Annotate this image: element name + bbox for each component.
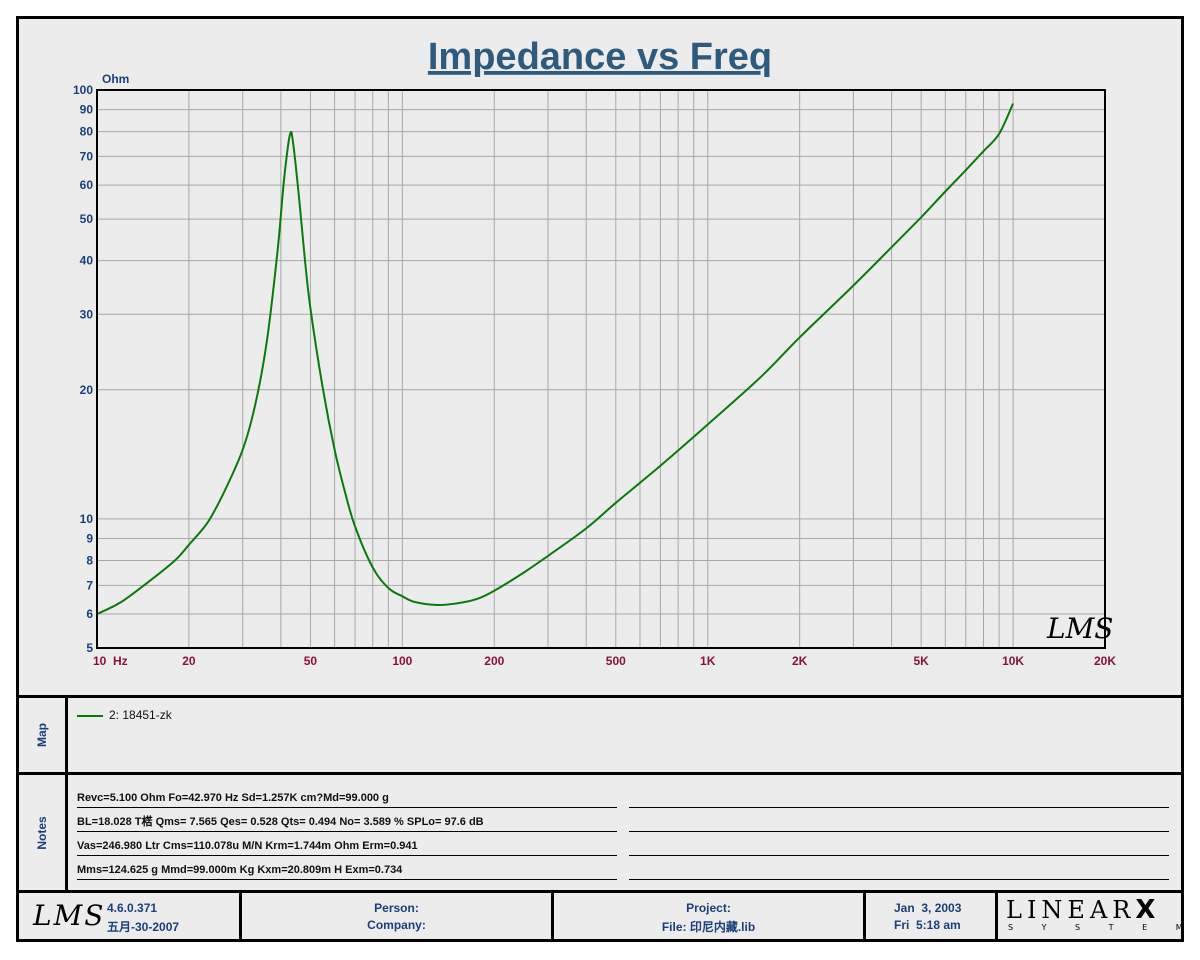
y-tick-label: 8 [86, 553, 93, 567]
map-panel: Map 2: 18451-zk [19, 698, 1181, 775]
company-label: Company: [367, 918, 426, 932]
notes-label-box: Notes [19, 775, 68, 890]
note-line-3: Vas=246.980 Ltr Cms=110.078u M/N Krm=1.7… [77, 839, 617, 856]
footer-date-cell: Jan 3, 2003 Fri 5:18 am [866, 893, 998, 939]
x-tick-label: 10 Hz [93, 654, 128, 668]
impedance-chart: Impedance vs Freq Ohm 10 Hz 20 50 100 200 500… [73, 36, 1116, 668]
legend-label: 2: 18451-zk [109, 708, 172, 722]
x-tick-label: 2K [792, 654, 808, 668]
grid-layer [97, 90, 1105, 648]
footer: LMS 4.6.0.371 五月-30-2007 Person: Company… [19, 893, 1200, 939]
note-line-2: BL=18.028 T楛 Qms= 7.565 Qes= 0.528 Qts= … [77, 815, 617, 832]
brand-x-text: X [1135, 895, 1161, 925]
y-tick-label: 6 [86, 607, 93, 621]
y-tick-label: 60 [80, 178, 94, 192]
note-blank-2 [629, 815, 1169, 832]
file-label: File: 印尼内藏.lib [661, 920, 756, 934]
brand-systems-text: S Y S T E M S [1008, 923, 1200, 932]
graph-panel: Impedance vs Freq Ohm 10 Hz 20 50 100 200 500… [19, 19, 1181, 698]
x-tick-label: 20 [182, 654, 196, 668]
y-tick-label: 10 [80, 512, 94, 526]
x-tick-label: 100 [392, 654, 412, 668]
note-blank-1 [629, 791, 1169, 808]
tick-label-layer: 10 Hz 20 50 100 200 500 1K 2K 5K 10K 20K 5 6 7 8 9 10 20 3… [73, 83, 1116, 668]
time-text: Fri 5:18 am [894, 918, 961, 932]
notes-label: Notes [35, 815, 49, 850]
y-tick-label: 50 [80, 212, 94, 226]
x-tick-label: 500 [606, 654, 626, 668]
y-tick-label: 7 [86, 578, 93, 592]
map-label-box: Map [19, 698, 68, 772]
notes-panel: Notes Revc=5.100 Ohm Fo=42.970 Hz Sd=1.2… [19, 775, 1181, 893]
x-tick-label: 10K [1002, 654, 1024, 668]
series-layer [96, 103, 1015, 615]
lms-logo: LMS [33, 899, 106, 932]
note-blank-3 [629, 839, 1169, 856]
y-axis-unit-label: Ohm [102, 72, 129, 86]
footer-project-cell: Project: File: 印尼内藏.lib [554, 893, 866, 939]
x-tick-label: 5K [913, 654, 929, 668]
y-tick-label: 80 [80, 125, 94, 139]
build-date-text: 五月-30-2007 [107, 920, 180, 934]
plot-border [96, 89, 1106, 649]
x-tick-label: 200 [484, 654, 504, 668]
note-line-1: Revc=5.100 Ohm Fo=42.970 Hz Sd=1.257K cm… [77, 791, 617, 808]
report-frame: Impedance vs Freq Ohm 10 Hz 20 50 100 200 500… [16, 16, 1200, 942]
note-line-4: Mms=124.625 g Mmd=99.000m Kg Kxm=20.809m… [77, 863, 617, 880]
map-label: Map [35, 723, 49, 747]
person-label: Person: [374, 901, 419, 915]
x-tick-label: 50 [304, 654, 318, 668]
y-tick-label: 70 [80, 149, 94, 163]
note-blank-4 [629, 863, 1169, 880]
impedance-curve [96, 103, 1015, 615]
date-text: Jan 3, 2003 [894, 901, 962, 915]
linearx-brand: LINEARX S Y S T E M S [998, 893, 1200, 939]
chart-title: Impedance vs Freq [428, 36, 772, 78]
x-tick-label: 20K [1094, 654, 1116, 668]
y-tick-label: 30 [80, 307, 94, 321]
y-tick-label: 40 [80, 254, 94, 268]
footer-version-cell: LMS 4.6.0.371 五月-30-2007 [19, 893, 242, 939]
lms-watermark: LMS [1046, 612, 1113, 645]
legend-line-swatch [77, 714, 103, 717]
y-tick-label: 90 [80, 103, 94, 117]
brand-linear-text: LINEAR [1006, 896, 1136, 924]
x-tick-label: 1K [700, 654, 716, 668]
y-tick-label: 100 [73, 83, 93, 97]
y-tick-label: 20 [80, 383, 94, 397]
version-text: 4.6.0.371 [107, 901, 158, 915]
y-tick-label: 9 [86, 532, 93, 546]
footer-person-cell: Person: Company: [242, 893, 554, 939]
y-tick-label: 5 [86, 641, 93, 655]
legend-entry: 2: 18451-zk [77, 708, 172, 722]
project-label: Project: [686, 901, 731, 915]
